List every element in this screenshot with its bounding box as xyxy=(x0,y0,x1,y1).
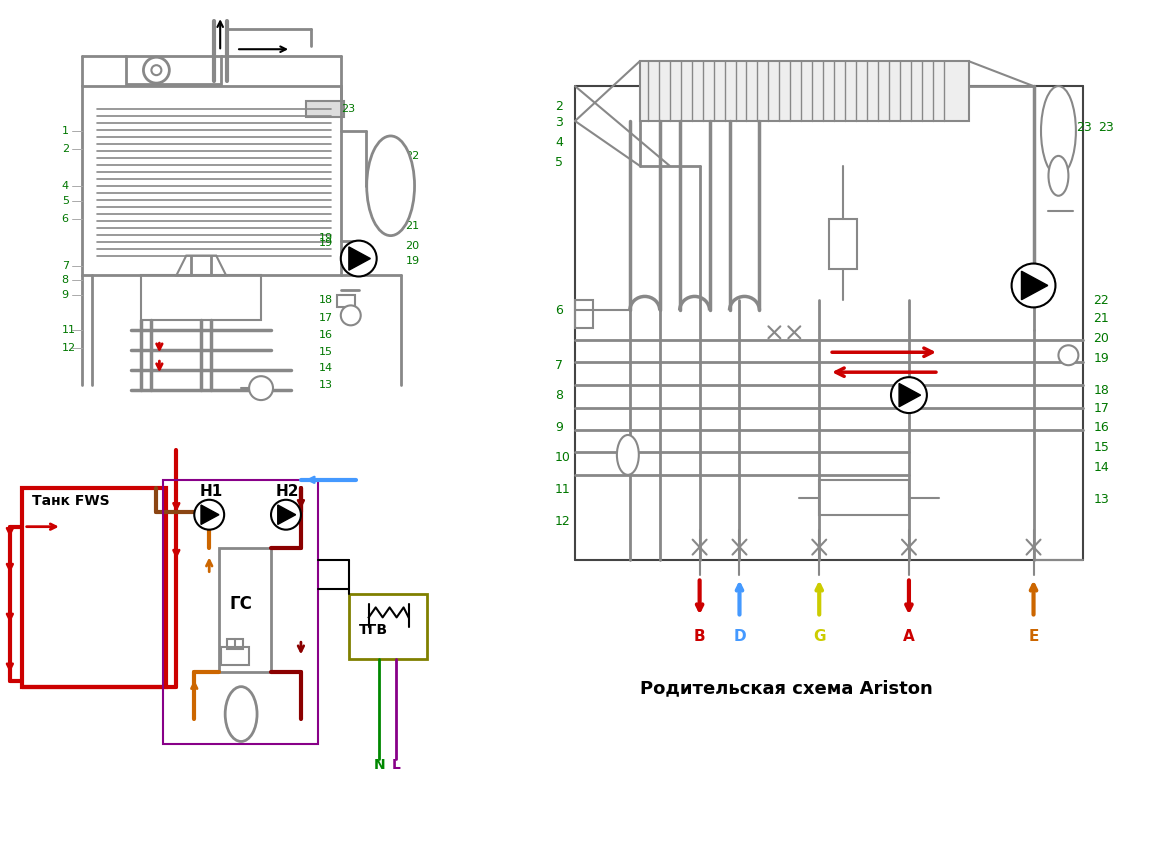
Text: 8: 8 xyxy=(555,389,564,402)
Text: 19: 19 xyxy=(319,238,333,248)
Text: 21: 21 xyxy=(1093,312,1109,325)
Text: 5: 5 xyxy=(62,196,69,206)
Ellipse shape xyxy=(1041,86,1076,176)
Text: A: A xyxy=(903,629,915,645)
Text: 2: 2 xyxy=(62,144,69,154)
Bar xyxy=(82,86,341,275)
Bar xyxy=(141,275,261,321)
Text: 13: 13 xyxy=(319,380,333,390)
Bar xyxy=(126,56,222,84)
Text: 21: 21 xyxy=(406,221,420,231)
Text: 11: 11 xyxy=(62,325,76,335)
Bar xyxy=(306,101,344,117)
Circle shape xyxy=(890,377,927,413)
Circle shape xyxy=(1012,263,1055,308)
Text: 18: 18 xyxy=(1093,384,1109,397)
Text: ТГВ: ТГВ xyxy=(358,623,387,637)
Text: Танк FWS: Танк FWS xyxy=(32,493,110,508)
Text: 23: 23 xyxy=(1076,121,1092,134)
Polygon shape xyxy=(899,383,921,407)
Bar xyxy=(222,647,249,665)
Text: 20: 20 xyxy=(406,240,420,251)
Text: 19: 19 xyxy=(1093,351,1109,365)
Text: 5: 5 xyxy=(555,156,564,169)
Text: 12: 12 xyxy=(62,343,76,353)
Text: 16: 16 xyxy=(319,330,333,340)
Text: 22: 22 xyxy=(1093,294,1109,307)
Text: 3: 3 xyxy=(555,116,562,129)
Ellipse shape xyxy=(617,435,638,475)
Text: 15: 15 xyxy=(1093,441,1109,455)
Circle shape xyxy=(144,57,169,83)
Text: 14: 14 xyxy=(1093,462,1109,475)
Text: 17: 17 xyxy=(1093,402,1109,415)
Circle shape xyxy=(341,240,377,276)
Text: 12: 12 xyxy=(555,516,571,528)
Ellipse shape xyxy=(366,136,414,236)
Polygon shape xyxy=(201,505,219,524)
Text: 4: 4 xyxy=(62,180,69,191)
Text: Н1: Н1 xyxy=(200,484,223,498)
Text: G: G xyxy=(813,629,825,645)
Text: 13: 13 xyxy=(1093,493,1109,506)
Bar xyxy=(349,594,426,659)
Bar xyxy=(163,480,317,744)
Text: 14: 14 xyxy=(319,363,333,373)
Text: 19: 19 xyxy=(406,256,420,266)
Text: L: L xyxy=(392,758,400,772)
Text: 23: 23 xyxy=(1098,121,1114,134)
Bar xyxy=(22,488,167,687)
Circle shape xyxy=(249,376,273,400)
Circle shape xyxy=(341,305,361,326)
Text: N: N xyxy=(373,758,385,772)
Bar xyxy=(228,640,243,649)
Text: 6: 6 xyxy=(555,304,562,317)
Text: 9: 9 xyxy=(555,422,562,434)
Text: 11: 11 xyxy=(555,483,571,496)
Polygon shape xyxy=(349,247,370,270)
Polygon shape xyxy=(1021,271,1048,300)
Text: 19: 19 xyxy=(319,233,333,243)
Text: 22: 22 xyxy=(406,150,420,161)
Text: 1: 1 xyxy=(62,126,69,136)
Ellipse shape xyxy=(1048,156,1069,196)
Text: D: D xyxy=(733,629,746,645)
Text: ГС: ГС xyxy=(229,595,252,613)
Bar xyxy=(337,296,355,308)
Text: Н2: Н2 xyxy=(277,484,300,498)
Text: 9: 9 xyxy=(62,291,69,300)
Text: 16: 16 xyxy=(1093,422,1109,434)
Text: 18: 18 xyxy=(319,296,333,305)
Circle shape xyxy=(1058,345,1078,365)
Text: 6: 6 xyxy=(62,214,69,224)
Text: 7: 7 xyxy=(555,359,564,372)
Text: 7: 7 xyxy=(62,261,69,270)
Text: 15: 15 xyxy=(319,347,333,357)
Circle shape xyxy=(271,500,301,529)
Bar xyxy=(819,480,909,515)
Bar xyxy=(219,547,271,672)
Text: 4: 4 xyxy=(555,137,562,150)
Ellipse shape xyxy=(225,687,257,741)
Text: 10: 10 xyxy=(555,451,571,464)
Circle shape xyxy=(194,500,224,529)
Text: B: B xyxy=(694,629,705,645)
Text: 8: 8 xyxy=(62,275,69,286)
Text: 20: 20 xyxy=(1093,332,1109,345)
Text: 23: 23 xyxy=(341,104,355,114)
Bar xyxy=(575,300,593,328)
Text: 2: 2 xyxy=(555,99,562,113)
Text: Родительская схема Ariston: Родительская схема Ariston xyxy=(640,679,932,697)
Bar xyxy=(830,219,857,268)
Circle shape xyxy=(152,65,161,75)
Polygon shape xyxy=(278,505,295,524)
Text: E: E xyxy=(1028,629,1039,645)
Text: 17: 17 xyxy=(319,313,333,323)
Bar xyxy=(640,62,969,121)
